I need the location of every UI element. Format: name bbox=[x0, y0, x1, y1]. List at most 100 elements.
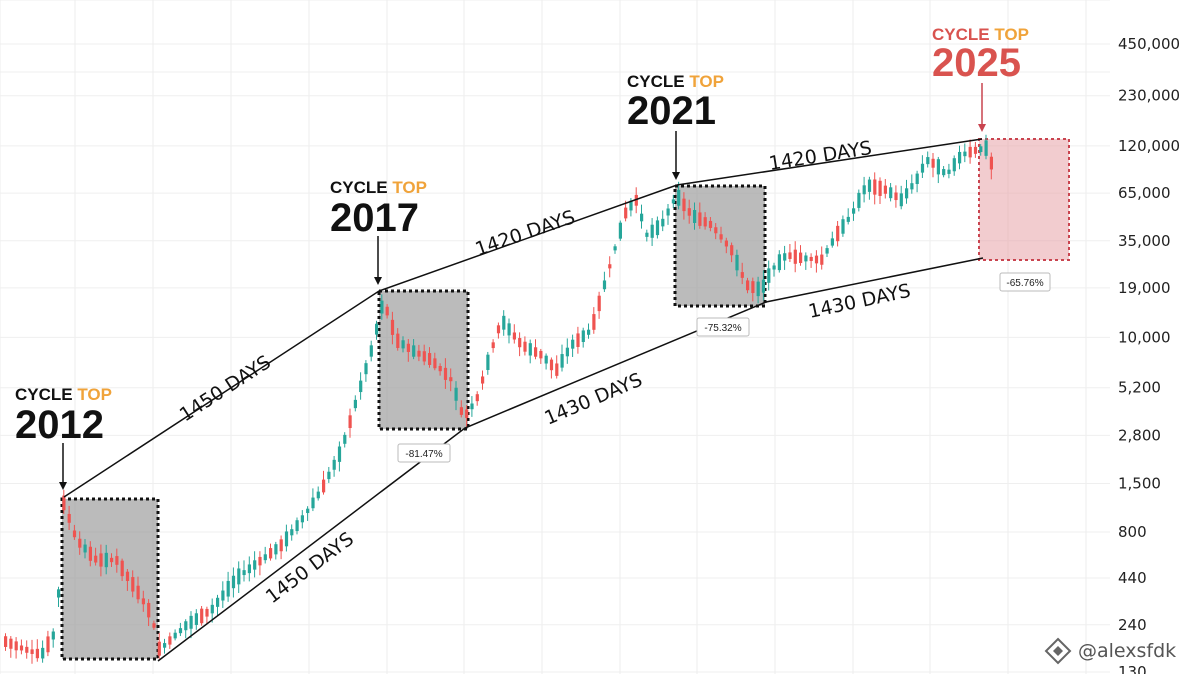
candle bbox=[523, 341, 527, 352]
candle bbox=[41, 647, 45, 659]
cycle-top-label: CYCLE TOP bbox=[330, 178, 427, 197]
candle bbox=[687, 208, 691, 216]
candle bbox=[873, 179, 877, 195]
candle bbox=[671, 199, 675, 204]
candle bbox=[173, 632, 177, 639]
cycle-top-year: 2017 bbox=[330, 196, 419, 240]
days-label: 1450 DAYS bbox=[262, 528, 358, 608]
y-tick-label: 2,800 bbox=[1118, 426, 1161, 444]
candle bbox=[518, 338, 522, 348]
cycle-top-year: 2012 bbox=[15, 403, 104, 447]
candle bbox=[910, 183, 914, 190]
candle bbox=[157, 641, 161, 656]
candle bbox=[311, 497, 315, 509]
candle bbox=[62, 495, 66, 511]
candle bbox=[237, 568, 241, 585]
candle bbox=[761, 279, 766, 293]
candle bbox=[677, 189, 681, 206]
candle bbox=[369, 345, 373, 357]
candle bbox=[571, 339, 575, 349]
candle bbox=[46, 636, 50, 653]
candle bbox=[931, 158, 935, 168]
candle bbox=[926, 157, 930, 165]
candle bbox=[841, 219, 845, 234]
candle bbox=[528, 343, 532, 356]
candle bbox=[359, 380, 363, 393]
y-tick-label: 5,200 bbox=[1118, 379, 1161, 397]
candle bbox=[539, 350, 543, 359]
candle bbox=[125, 571, 130, 581]
candle bbox=[942, 169, 946, 176]
candle bbox=[25, 646, 29, 653]
candle bbox=[72, 530, 77, 538]
arrow-head-icon bbox=[978, 124, 986, 132]
candle bbox=[984, 140, 988, 156]
candle bbox=[507, 323, 511, 336]
candle bbox=[470, 403, 474, 410]
candle bbox=[502, 315, 506, 330]
candle bbox=[772, 265, 776, 270]
candle bbox=[698, 212, 702, 226]
y-tick-label: 450,000 bbox=[1118, 35, 1180, 53]
candle bbox=[364, 363, 368, 375]
candle bbox=[178, 628, 183, 634]
candle bbox=[634, 194, 638, 206]
candle bbox=[184, 621, 188, 631]
candle bbox=[390, 319, 395, 335]
candle bbox=[375, 323, 379, 335]
drawdown-box bbox=[60, 497, 160, 661]
candle bbox=[253, 560, 257, 570]
y-tick-label: 230,000 bbox=[1118, 87, 1180, 105]
candle bbox=[963, 151, 967, 157]
candle bbox=[576, 333, 580, 347]
candle bbox=[640, 213, 644, 222]
candle bbox=[406, 343, 410, 352]
candle bbox=[714, 227, 718, 234]
upper-trend-line bbox=[63, 138, 983, 498]
candle bbox=[581, 330, 585, 343]
candle bbox=[719, 234, 723, 240]
candle bbox=[348, 415, 352, 429]
candle bbox=[221, 590, 225, 601]
candle bbox=[67, 513, 71, 523]
candle bbox=[613, 246, 617, 251]
candle bbox=[958, 151, 962, 164]
cycle-top-year: 2021 bbox=[627, 89, 716, 133]
candle bbox=[14, 641, 18, 651]
candle bbox=[459, 407, 463, 415]
cycle-top-label: CYCLE TOP bbox=[627, 72, 724, 91]
candle bbox=[19, 645, 24, 651]
candle bbox=[115, 556, 119, 565]
candle bbox=[777, 254, 781, 271]
candle bbox=[385, 306, 389, 316]
watermark: @alexsfdk bbox=[1044, 637, 1176, 665]
drawdown-tag bbox=[999, 272, 1051, 292]
drawdown-boxes bbox=[60, 138, 1070, 661]
candle bbox=[608, 264, 612, 269]
y-tick-label: 240 bbox=[1118, 616, 1147, 634]
y-tick-label: 35,000 bbox=[1118, 232, 1171, 250]
candle bbox=[560, 354, 564, 368]
candle bbox=[836, 225, 840, 242]
candle bbox=[814, 255, 819, 264]
grid bbox=[0, 0, 1110, 674]
candle bbox=[104, 552, 108, 568]
candle bbox=[380, 300, 384, 314]
candle bbox=[295, 520, 299, 532]
candle bbox=[825, 248, 829, 254]
candle bbox=[756, 281, 760, 297]
candle bbox=[708, 220, 713, 228]
candle bbox=[205, 608, 209, 617]
candle bbox=[231, 575, 236, 589]
candle bbox=[862, 185, 866, 195]
candle bbox=[592, 314, 596, 330]
candle bbox=[279, 539, 283, 552]
candle bbox=[730, 245, 734, 256]
candle bbox=[94, 555, 98, 563]
drawdown-percent: -75.32% bbox=[704, 323, 741, 334]
candle bbox=[210, 604, 214, 614]
candle bbox=[194, 613, 198, 625]
lower-trend-line bbox=[157, 257, 984, 662]
candle bbox=[565, 347, 569, 357]
